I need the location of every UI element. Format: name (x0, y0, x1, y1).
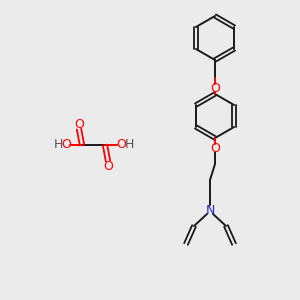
Text: O: O (210, 142, 220, 154)
Text: N: N (205, 203, 215, 217)
Text: O: O (61, 139, 71, 152)
Text: O: O (74, 118, 84, 130)
Text: O: O (116, 139, 126, 152)
Text: H: H (124, 139, 134, 152)
Text: H: H (53, 139, 63, 152)
Text: O: O (210, 82, 220, 94)
Text: O: O (103, 160, 113, 172)
